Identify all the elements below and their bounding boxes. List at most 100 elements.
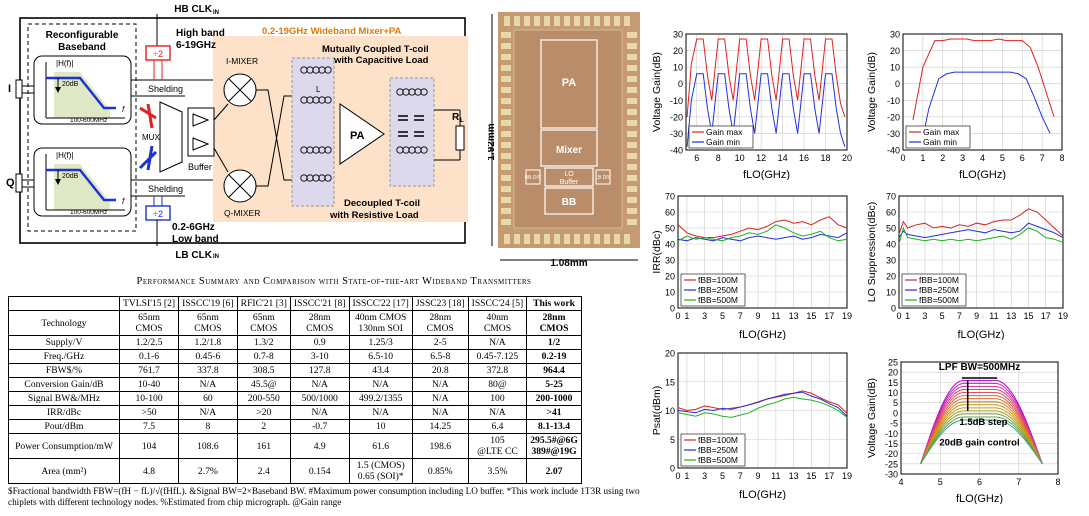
lb-clk-label: LB CLK xyxy=(175,250,212,258)
y-tick-label: 30 xyxy=(890,30,900,40)
x-tick-label: 13 xyxy=(789,471,799,481)
table-cell: 10 xyxy=(348,419,413,434)
table-cell: 105 @LTE CC xyxy=(467,433,528,459)
table-cell: >20 xyxy=(236,405,291,420)
x-tick-label: 19 xyxy=(842,471,852,481)
table-cell: 43.4 xyxy=(348,363,413,378)
bw-label: 100-600MHz xyxy=(70,117,107,124)
pad xyxy=(534,16,540,26)
y-tick-label: 20 xyxy=(673,46,683,56)
plot-frame xyxy=(685,33,848,151)
pad xyxy=(574,234,580,244)
table-cell: 1/2 xyxy=(526,335,582,350)
series-line xyxy=(677,391,848,417)
table-cell: 40nm CMOS 130nm SOI xyxy=(348,310,413,336)
table-cell: 28nm CMOS xyxy=(289,310,350,336)
table-cell: 1.2/1.8 xyxy=(178,335,238,350)
pad xyxy=(501,142,511,148)
db-label: 20dB xyxy=(62,81,79,88)
y-tick-label: 25 xyxy=(888,358,898,368)
table-cell: 2.7% xyxy=(178,458,238,484)
y-tick-label: 50 xyxy=(665,224,675,234)
y-tick-label: -10 xyxy=(670,96,683,106)
reconfigurable-label: Reconfigurable xyxy=(46,30,119,41)
x-tick-label: 5 xyxy=(720,471,725,481)
table-row: Conversion Gain/dB 10-40 N/A 45.5@ N/A N/A N/A… xyxy=(8,377,582,392)
performance-table: TVLSI'15 [2] ISSCC'19 [6] RFIC'21 [3] ISSCC… xyxy=(8,296,582,484)
table-cell: -0.7 xyxy=(289,419,350,434)
table-cell: 2-5 xyxy=(411,335,469,350)
y-tick-label: 5 xyxy=(893,398,898,408)
shielding-bottom-label: Shelding xyxy=(148,184,183,194)
x-tick-label: 3 xyxy=(960,153,965,163)
table-cell: 4.8 xyxy=(118,458,180,484)
table-cell: 80@ xyxy=(467,377,528,392)
x-tick-label: 13 xyxy=(1006,311,1016,321)
x-tick-label: 5 xyxy=(1000,153,1005,163)
table-cell: 4.9 xyxy=(289,433,350,459)
pad xyxy=(554,16,560,26)
chip-bb-label: BB xyxy=(562,197,576,208)
y-tick-label: 40 xyxy=(665,240,675,250)
chip-buffer-label: Buffer xyxy=(560,179,579,186)
table-cell: 65nm CMOS xyxy=(118,310,180,336)
x-tick-label: 8 xyxy=(1059,153,1064,163)
pad xyxy=(534,234,540,244)
table-cell: N/A xyxy=(178,405,238,420)
y-tick-label: 70 xyxy=(886,192,896,202)
pad xyxy=(501,131,511,137)
table-cell: N/A xyxy=(289,405,350,420)
x-tick-label: 10 xyxy=(735,153,745,163)
table-cell: N/A xyxy=(467,335,528,350)
table-cell: 761.7 xyxy=(118,363,180,378)
tcoil-bottom-label2: with Resistive Load xyxy=(329,210,419,221)
x-tick-label: 0 xyxy=(900,153,905,163)
table-row: Pout/dBm 7.5 8 2 -0.7 10 14.25 6.4 8.1-13.4 xyxy=(8,419,582,434)
table-cell: 100 xyxy=(467,391,528,406)
x-axis-label: fLO(GHz) xyxy=(956,493,1003,504)
table-cell: 6.4 xyxy=(467,419,528,434)
x-tick-label: 5 xyxy=(938,477,943,487)
x-tick-label: 17 xyxy=(1041,311,1051,321)
series-line xyxy=(677,396,848,418)
pad xyxy=(604,16,610,26)
pad xyxy=(544,16,550,26)
pad xyxy=(501,87,511,93)
x-tick-label: 8 xyxy=(716,153,721,163)
table-cell: 1.25/3 xyxy=(348,335,413,350)
x-tick-label: 7 xyxy=(738,471,743,481)
table-cell: 0.2-19 xyxy=(526,349,582,364)
gain-curve xyxy=(920,388,1043,465)
pad xyxy=(501,120,511,126)
table-cell: 295.5#@6G 389#@19G xyxy=(526,433,582,459)
x-tick-label: 17 xyxy=(824,311,834,321)
table-cell: >41 xyxy=(526,405,582,420)
chip-mixer-label: Mixer xyxy=(556,145,582,156)
y-tick-label: 10 xyxy=(886,288,896,298)
pad xyxy=(614,16,620,26)
table-row: FBW$/% 761.7 337.8 308.5 127.8 43.4 20.8 372.8 9… xyxy=(8,363,582,378)
legend-label: fBB=250M xyxy=(698,285,738,295)
i-mixer-label: I-MIXER xyxy=(226,56,258,66)
rl-label: R xyxy=(452,112,460,123)
x-tick-label: 3 xyxy=(922,311,927,321)
table-cell: 8.1-13.4 xyxy=(526,419,582,434)
chip-height-label: 1.92mm xyxy=(488,123,497,160)
lb-clk-sub: IN xyxy=(213,254,219,258)
lo-buffer-region xyxy=(544,167,594,187)
x-tick-label: 9 xyxy=(974,311,979,321)
pad xyxy=(564,16,570,26)
y-tick-label: 10 xyxy=(665,406,675,416)
table-cell: 337.8 xyxy=(178,363,238,378)
x-tick-label: 13 xyxy=(789,311,799,321)
table-row: Freq./GHz 0.1-6 0.45-6 0.7-8 3-10 6.5-10 6.5-8… xyxy=(8,349,582,364)
gain-curve xyxy=(920,404,1043,465)
x-tick-label: 1 xyxy=(684,471,689,481)
step-annotation: 1.5dB step xyxy=(959,417,1007,428)
x-tick-label: 7 xyxy=(1016,477,1021,487)
tcoil-bottom-area xyxy=(389,77,435,187)
row-label: Signal BW&/MHz xyxy=(8,391,120,406)
gain-curve xyxy=(920,382,1043,464)
table-header-cell: ISSCC'22 [17] xyxy=(348,296,413,311)
